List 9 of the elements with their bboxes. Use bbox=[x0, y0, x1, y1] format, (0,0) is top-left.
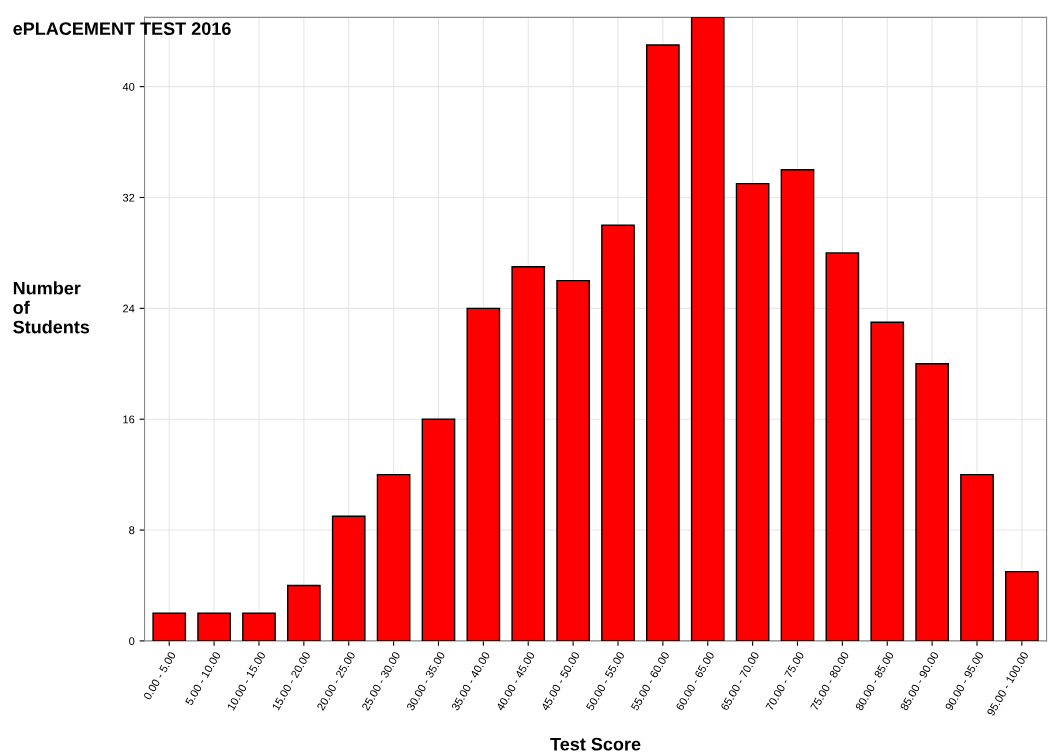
x-axis-title: Test Score bbox=[550, 737, 641, 751]
y-tick-label: 0 bbox=[129, 637, 135, 646]
y-tick-label: 24 bbox=[123, 304, 135, 313]
y-tick-label: 32 bbox=[122, 193, 135, 202]
y-tick-label: 8 bbox=[129, 526, 135, 535]
chart-title: ePLACEMENT TEST 2016 bbox=[13, 22, 231, 36]
y-axis-title: Number of Students bbox=[13, 281, 90, 334]
y-tick-label: 16 bbox=[123, 415, 135, 424]
y-tick-label: 40 bbox=[122, 82, 135, 91]
